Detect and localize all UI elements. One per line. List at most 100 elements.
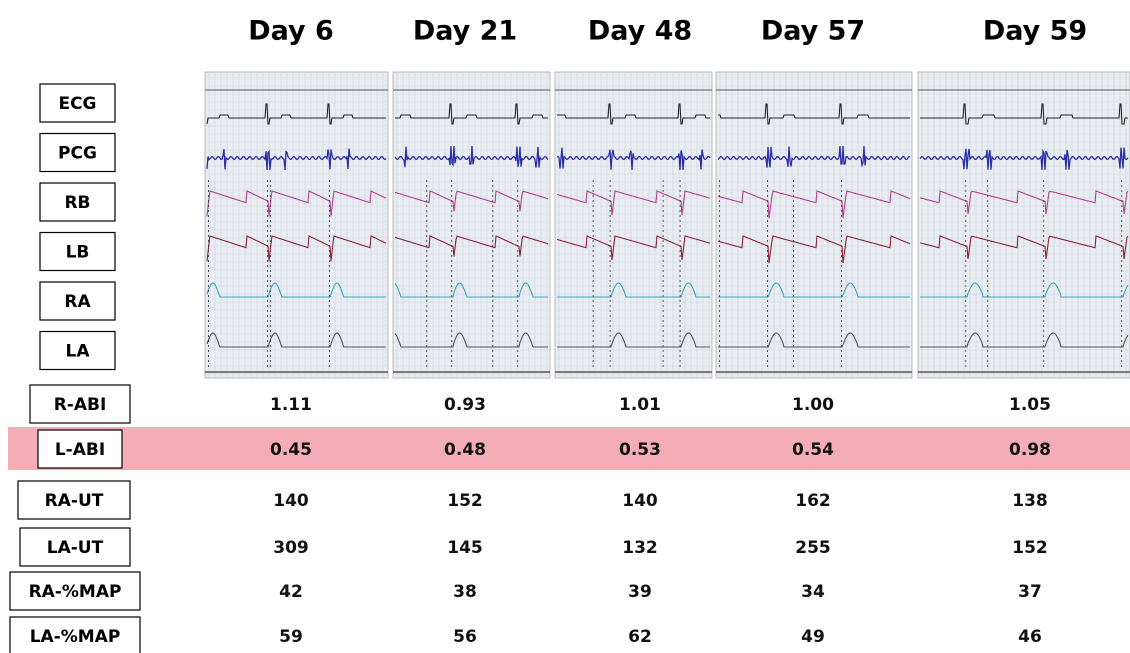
row-label-box bbox=[9, 616, 141, 653]
waveform-trace bbox=[556, 235, 711, 261]
waveform-trace bbox=[919, 235, 1129, 260]
cell-value: 1.00 bbox=[792, 395, 834, 415]
cell-value: 255 bbox=[795, 538, 831, 558]
cell-value: 138 bbox=[1012, 491, 1048, 511]
cell-value: 38 bbox=[453, 582, 477, 602]
trace-label-box bbox=[39, 330, 116, 371]
waveform-trace bbox=[206, 103, 386, 125]
column-header: Day 48 bbox=[588, 16, 692, 47]
waveform-trace bbox=[919, 190, 1129, 215]
column-header: Day 6 bbox=[248, 16, 334, 47]
highlight-row bbox=[8, 427, 1130, 470]
waveform-trace bbox=[718, 282, 910, 298]
waveform-trace bbox=[557, 103, 710, 125]
cell-value: 162 bbox=[795, 491, 831, 511]
cell-value: 46 bbox=[1018, 627, 1042, 647]
cell-value: 49 bbox=[801, 627, 825, 647]
trace-label-box bbox=[39, 83, 116, 123]
waveform-trace bbox=[718, 332, 910, 348]
waveform-trace bbox=[394, 332, 548, 348]
cell-value: 152 bbox=[1012, 538, 1048, 558]
trace-label-box bbox=[39, 231, 116, 272]
trace-label: ECG bbox=[58, 94, 96, 114]
waveform-photo bbox=[392, 71, 551, 379]
cell-value: 0.54 bbox=[792, 440, 834, 460]
trace-label-box bbox=[39, 132, 116, 173]
row-label: L-ABI bbox=[55, 440, 105, 460]
waveform-trace bbox=[394, 282, 548, 298]
trace-label: RA bbox=[64, 292, 91, 312]
photo-background bbox=[554, 71, 713, 379]
cell-value: 0.98 bbox=[1009, 440, 1051, 460]
waveform-trace bbox=[394, 235, 549, 257]
photo-background bbox=[392, 71, 551, 379]
waveform-trace bbox=[395, 103, 548, 125]
cell-value: 37 bbox=[1018, 582, 1042, 602]
cell-value: 34 bbox=[801, 582, 825, 602]
waveform-trace bbox=[920, 103, 1128, 125]
waveform-photo bbox=[715, 71, 913, 379]
trace-label: RB bbox=[64, 193, 90, 213]
cell-value: 145 bbox=[447, 538, 483, 558]
trace-label-box bbox=[39, 182, 116, 222]
trace-label: LA bbox=[66, 342, 91, 362]
row-label-box bbox=[37, 429, 123, 469]
waveform-trace bbox=[394, 145, 549, 168]
row-label-box bbox=[19, 527, 131, 567]
row-label-box bbox=[29, 384, 131, 424]
cell-value: 59 bbox=[279, 627, 303, 647]
waveform-trace bbox=[394, 190, 549, 212]
row-label: LA-%MAP bbox=[30, 627, 121, 647]
cell-value: 39 bbox=[628, 582, 652, 602]
waveform-trace bbox=[717, 190, 911, 219]
waveform-trace bbox=[717, 145, 910, 168]
cell-value: 62 bbox=[628, 627, 652, 647]
waveform-trace bbox=[920, 282, 1129, 298]
cell-value: 309 bbox=[273, 538, 309, 558]
row-label-box bbox=[17, 480, 131, 520]
waveform-trace bbox=[206, 190, 387, 217]
waveform-trace bbox=[206, 332, 386, 348]
trace-label: PCG bbox=[58, 144, 97, 164]
waveform-photo bbox=[204, 71, 389, 379]
waveform-trace bbox=[556, 147, 711, 170]
cell-value: 152 bbox=[447, 491, 483, 511]
row-label: R-ABI bbox=[54, 395, 107, 415]
photo-background bbox=[715, 71, 913, 379]
waveform-trace bbox=[718, 103, 910, 125]
row-label-box bbox=[9, 571, 141, 611]
cell-value: 1.11 bbox=[270, 395, 312, 415]
column-header: Day 59 bbox=[983, 16, 1087, 47]
waveform-trace bbox=[557, 332, 710, 348]
cell-value: 1.05 bbox=[1009, 395, 1051, 415]
cell-value: 56 bbox=[453, 627, 477, 647]
waveform-trace bbox=[717, 235, 911, 264]
cell-value: 0.93 bbox=[444, 395, 486, 415]
row-label: LA-UT bbox=[47, 538, 104, 558]
waveform-trace bbox=[556, 190, 711, 216]
row-label: RA-%MAP bbox=[29, 582, 122, 602]
cell-value: 42 bbox=[279, 582, 303, 602]
cell-value: 0.45 bbox=[270, 440, 312, 460]
waveform-trace bbox=[919, 147, 1129, 171]
waveform-trace bbox=[206, 282, 386, 298]
trace-label: LB bbox=[66, 243, 90, 263]
cell-value: 140 bbox=[273, 491, 309, 511]
waveform-photo bbox=[554, 71, 713, 379]
column-header: Day 21 bbox=[413, 16, 517, 47]
waveform-trace bbox=[920, 332, 1129, 348]
waveform-trace bbox=[557, 282, 710, 298]
row-label: RA-UT bbox=[45, 491, 104, 511]
cell-value: 0.48 bbox=[444, 440, 486, 460]
cell-value: 132 bbox=[622, 538, 658, 558]
column-header: Day 57 bbox=[761, 16, 865, 47]
waveform-photo bbox=[917, 71, 1130, 379]
waveform-trace bbox=[206, 235, 387, 262]
cell-value: 0.53 bbox=[619, 440, 661, 460]
cell-value: 140 bbox=[622, 491, 658, 511]
photo-background bbox=[204, 71, 389, 379]
waveform-trace bbox=[206, 148, 387, 171]
cell-value: 1.01 bbox=[619, 395, 661, 415]
